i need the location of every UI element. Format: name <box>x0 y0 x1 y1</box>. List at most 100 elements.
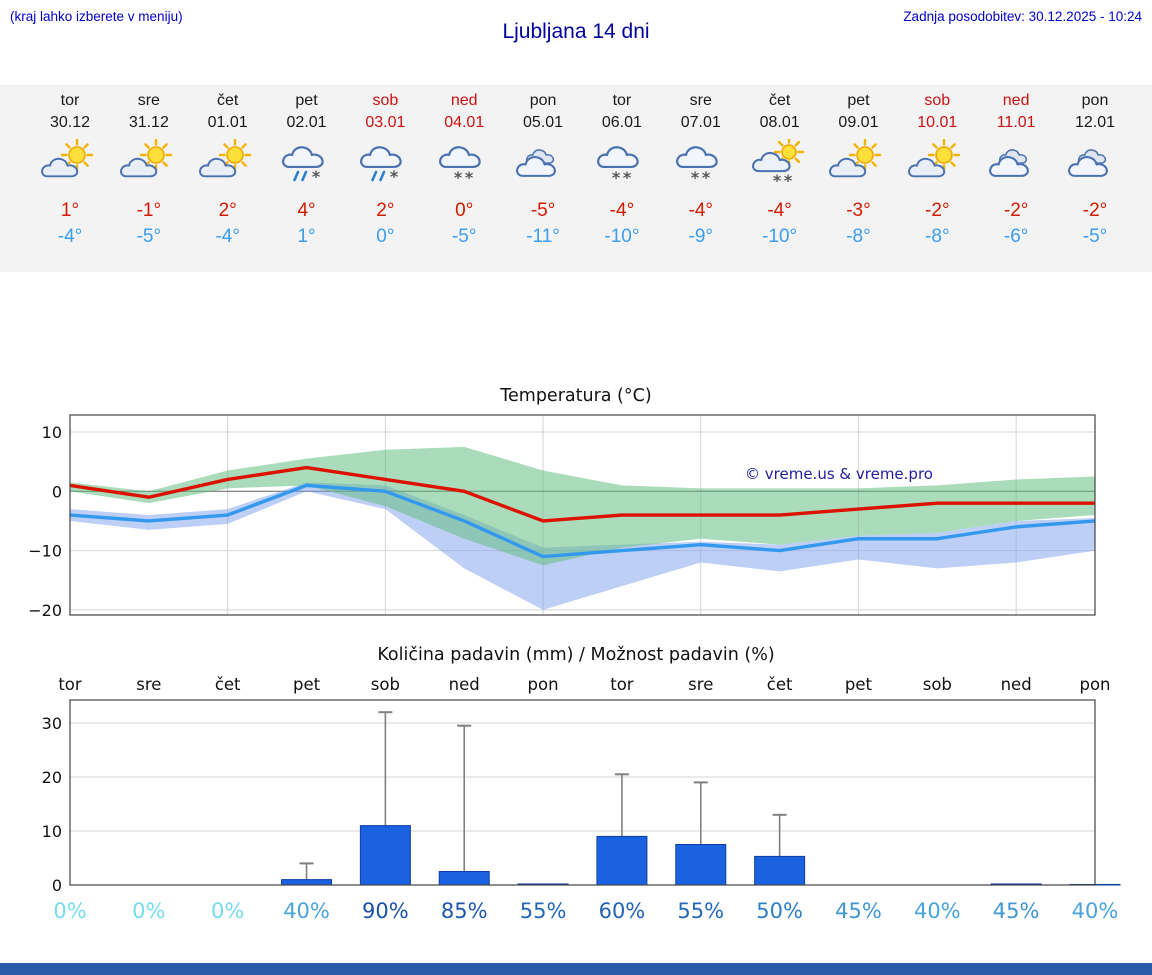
day-name: pet <box>847 92 870 109</box>
temp-max: -4° <box>688 200 714 221</box>
temperature-chart: 10 0 −10 −20 © vreme.us & vreme.pro <box>28 414 1096 620</box>
day-date: 01.01 <box>207 114 248 131</box>
day-date: 04.01 <box>444 114 485 131</box>
day-name: pon <box>1081 92 1109 109</box>
day-name: čet <box>768 92 791 109</box>
svg-text:pon: pon <box>1079 675 1110 694</box>
partly-sunny-icon <box>817 139 899 191</box>
temp-min: -6° <box>1003 226 1029 247</box>
svg-text:tor: tor <box>610 675 634 694</box>
svg-text:10: 10 <box>42 822 62 841</box>
day-name: pet <box>295 92 318 109</box>
temp-min: -5° <box>1082 226 1108 247</box>
forecast-day: pon 05.01 -5° -11° <box>502 85 584 248</box>
svg-text:*: * <box>623 168 632 187</box>
day-name: sre <box>689 92 712 109</box>
precip-probability: 40% <box>283 899 330 923</box>
temp-min: -8° <box>925 226 950 247</box>
svg-text:*: * <box>691 168 700 187</box>
temp-max: -2° <box>925 200 950 221</box>
day-date: 06.01 <box>601 114 642 131</box>
svg-text:pon: pon <box>528 675 559 694</box>
svg-text:pet: pet <box>845 675 873 694</box>
cloudy-icon <box>1054 139 1136 191</box>
footer-bar <box>0 963 1152 975</box>
forecast-day: ned 04.01 * * 0° -5° <box>423 85 505 248</box>
page-title: Ljubljana 14 dni <box>502 20 650 43</box>
precip-probability: 55% <box>519 899 567 923</box>
forecast-day: ned 11.01 -2° -6° <box>975 85 1057 248</box>
temp-max: 2° <box>376 200 395 221</box>
temp-min: -5° <box>136 226 162 247</box>
forecast-day: tor 06.01 * * -4° -10° <box>581 85 663 248</box>
temperature-chart-title: Temperatura (°C) <box>500 386 652 406</box>
day-date: 05.01 <box>523 114 564 131</box>
partly-sunny-snow-icon: * * <box>739 139 821 191</box>
forecast-strip: tor 30.12 1° -4° sre 31.12 -1° -5° čet 01.01 2° -4°… <box>0 85 1152 272</box>
day-date: 08.01 <box>759 114 800 131</box>
precip-probability: 45% <box>992 899 1040 923</box>
svg-text:30: 30 <box>42 714 62 733</box>
temp-max: -2° <box>1003 200 1029 221</box>
day-name: sob <box>924 92 951 109</box>
svg-text:sob: sob <box>371 675 400 694</box>
day-date: 09.01 <box>838 114 879 131</box>
forecast-day: sre 07.01 * * -4° -9° <box>660 85 742 248</box>
day-date: 12.01 <box>1074 114 1116 131</box>
svg-text:sob: sob <box>923 675 952 694</box>
forecast-day: sre 31.12 -1° -5° <box>108 85 190 248</box>
day-date: 30.12 <box>49 114 91 131</box>
precip-probability: 85% <box>440 899 488 923</box>
snow-icon: * * <box>581 139 663 191</box>
svg-text:čet: čet <box>767 675 793 694</box>
svg-text:*: * <box>465 168 474 187</box>
rain-sleet-icon: * <box>266 139 348 191</box>
forecast-day: pon 12.01 -2° -5° <box>1054 85 1136 248</box>
temp-min: -11° <box>526 226 560 247</box>
precipitation-chart-title: Količina padavin (mm) / Možnost padavin … <box>377 645 775 665</box>
temp-min: -10° <box>604 226 640 247</box>
svg-text:pet: pet <box>293 675 321 694</box>
snow-icon: * * <box>660 139 742 191</box>
svg-text:sre: sre <box>688 675 713 694</box>
svg-text:10: 10 <box>42 423 62 442</box>
precip-probability: 90% <box>362 899 409 923</box>
partly-sunny-icon <box>187 139 269 191</box>
temp-min: -4° <box>57 226 83 247</box>
day-date: 03.01 <box>365 114 406 131</box>
precip-probability: 45% <box>835 899 882 923</box>
temp-min: 0° <box>376 226 395 247</box>
temp-min: -4° <box>215 226 240 247</box>
temp-max: -5° <box>530 200 556 221</box>
svg-text:čet: čet <box>215 675 241 694</box>
precip-probability: 60% <box>598 899 646 923</box>
svg-text:*: * <box>612 168 621 187</box>
temp-max: 2° <box>218 200 237 221</box>
precip-probability: 55% <box>677 899 725 923</box>
precip-probability: 0% <box>211 899 245 923</box>
forecast-day: sob 03.01 * 2° 0° <box>344 85 426 248</box>
day-name: tor <box>612 92 632 109</box>
cloudy-icon <box>502 139 584 191</box>
svg-text:0: 0 <box>52 876 62 895</box>
svg-text:ned: ned <box>449 675 480 694</box>
chart-watermark: © vreme.us & vreme.pro <box>745 465 933 483</box>
svg-text:−20: −20 <box>28 601 62 620</box>
partly-sunny-icon <box>896 139 978 191</box>
precip-probability: 50% <box>756 899 803 923</box>
temp-max: 0° <box>455 200 474 221</box>
precip-probability: 40% <box>913 899 961 923</box>
svg-text:tor: tor <box>58 675 82 694</box>
day-name: ned <box>1002 92 1030 109</box>
precipitation-chart: tor sre čet pet sob ned pon tor sre čet pet sob ned p… <box>42 675 1121 895</box>
day-name: čet <box>217 92 239 109</box>
temp-max: 1° <box>60 200 80 221</box>
forecast-day: sob 10.01 -2° -8° <box>896 85 978 248</box>
temp-max: -2° <box>1082 200 1108 221</box>
day-date: 31.12 <box>128 114 169 131</box>
day-name: ned <box>450 92 478 109</box>
day-date: 10.01 <box>917 114 958 131</box>
percent-row: 0% 0% 0% 40% 90% 85% 55% 60% 55% 50% 45% 40% 45% 40% <box>0 899 1152 929</box>
temp-min: -9° <box>688 226 714 247</box>
location-menu-hint[interactable]: (kraj lahko izberete v meniju) <box>10 9 183 24</box>
